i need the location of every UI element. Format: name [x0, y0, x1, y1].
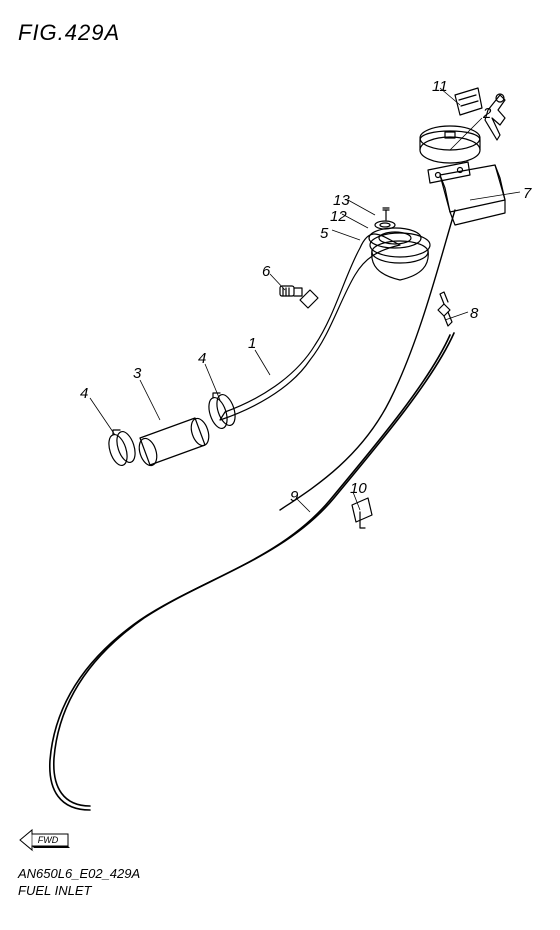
part-10-clip: [352, 498, 372, 528]
callout-1: 1: [248, 335, 256, 352]
callout-2: 2: [483, 105, 491, 122]
callout-5: 5: [320, 225, 328, 242]
part-3-sleeve: [136, 416, 212, 468]
part-9-hose: [50, 335, 450, 810]
callout-12: 12: [330, 208, 347, 225]
part-13-screw: [383, 208, 389, 220]
part-12-washer: [375, 221, 395, 229]
part-1-bracket: [300, 290, 318, 308]
part-4-clamp-left: [105, 429, 138, 467]
part-2-fuel-cap: [420, 94, 505, 163]
footer-code: AN650L6_E02_429A: [18, 866, 140, 883]
fwd-arrow-badge: FWD: [18, 828, 70, 852]
part-7-tray: [428, 162, 505, 225]
callout-7: 7: [523, 185, 531, 202]
part-11-label: [455, 88, 482, 115]
callout-13: 13: [333, 192, 350, 209]
part-12-washer-hole: [380, 223, 390, 227]
diagram-area: [0, 0, 560, 930]
footer-name: FUEL INLET: [18, 883, 140, 900]
callout-3: 3: [133, 365, 141, 382]
callout-8: 8: [470, 305, 478, 322]
callout-4: 4: [80, 385, 88, 402]
callout-9: 9: [290, 488, 298, 505]
parts-diagram-svg: [0, 0, 560, 930]
part-6-connector: [280, 286, 302, 296]
callout-6: 6: [262, 263, 270, 280]
part-8-hose-connector: [438, 292, 452, 326]
callout-10: 10: [350, 480, 367, 497]
part-9-hose-inner: [54, 333, 454, 806]
callout-lines: [90, 88, 520, 512]
fwd-label-text: FWD: [38, 835, 59, 845]
callout-11: 11: [432, 78, 448, 95]
part-4-clamp-right: [205, 392, 238, 430]
figure-footer: AN650L6_E02_429A FUEL INLET: [18, 866, 140, 900]
callout-4: 4: [198, 350, 206, 367]
